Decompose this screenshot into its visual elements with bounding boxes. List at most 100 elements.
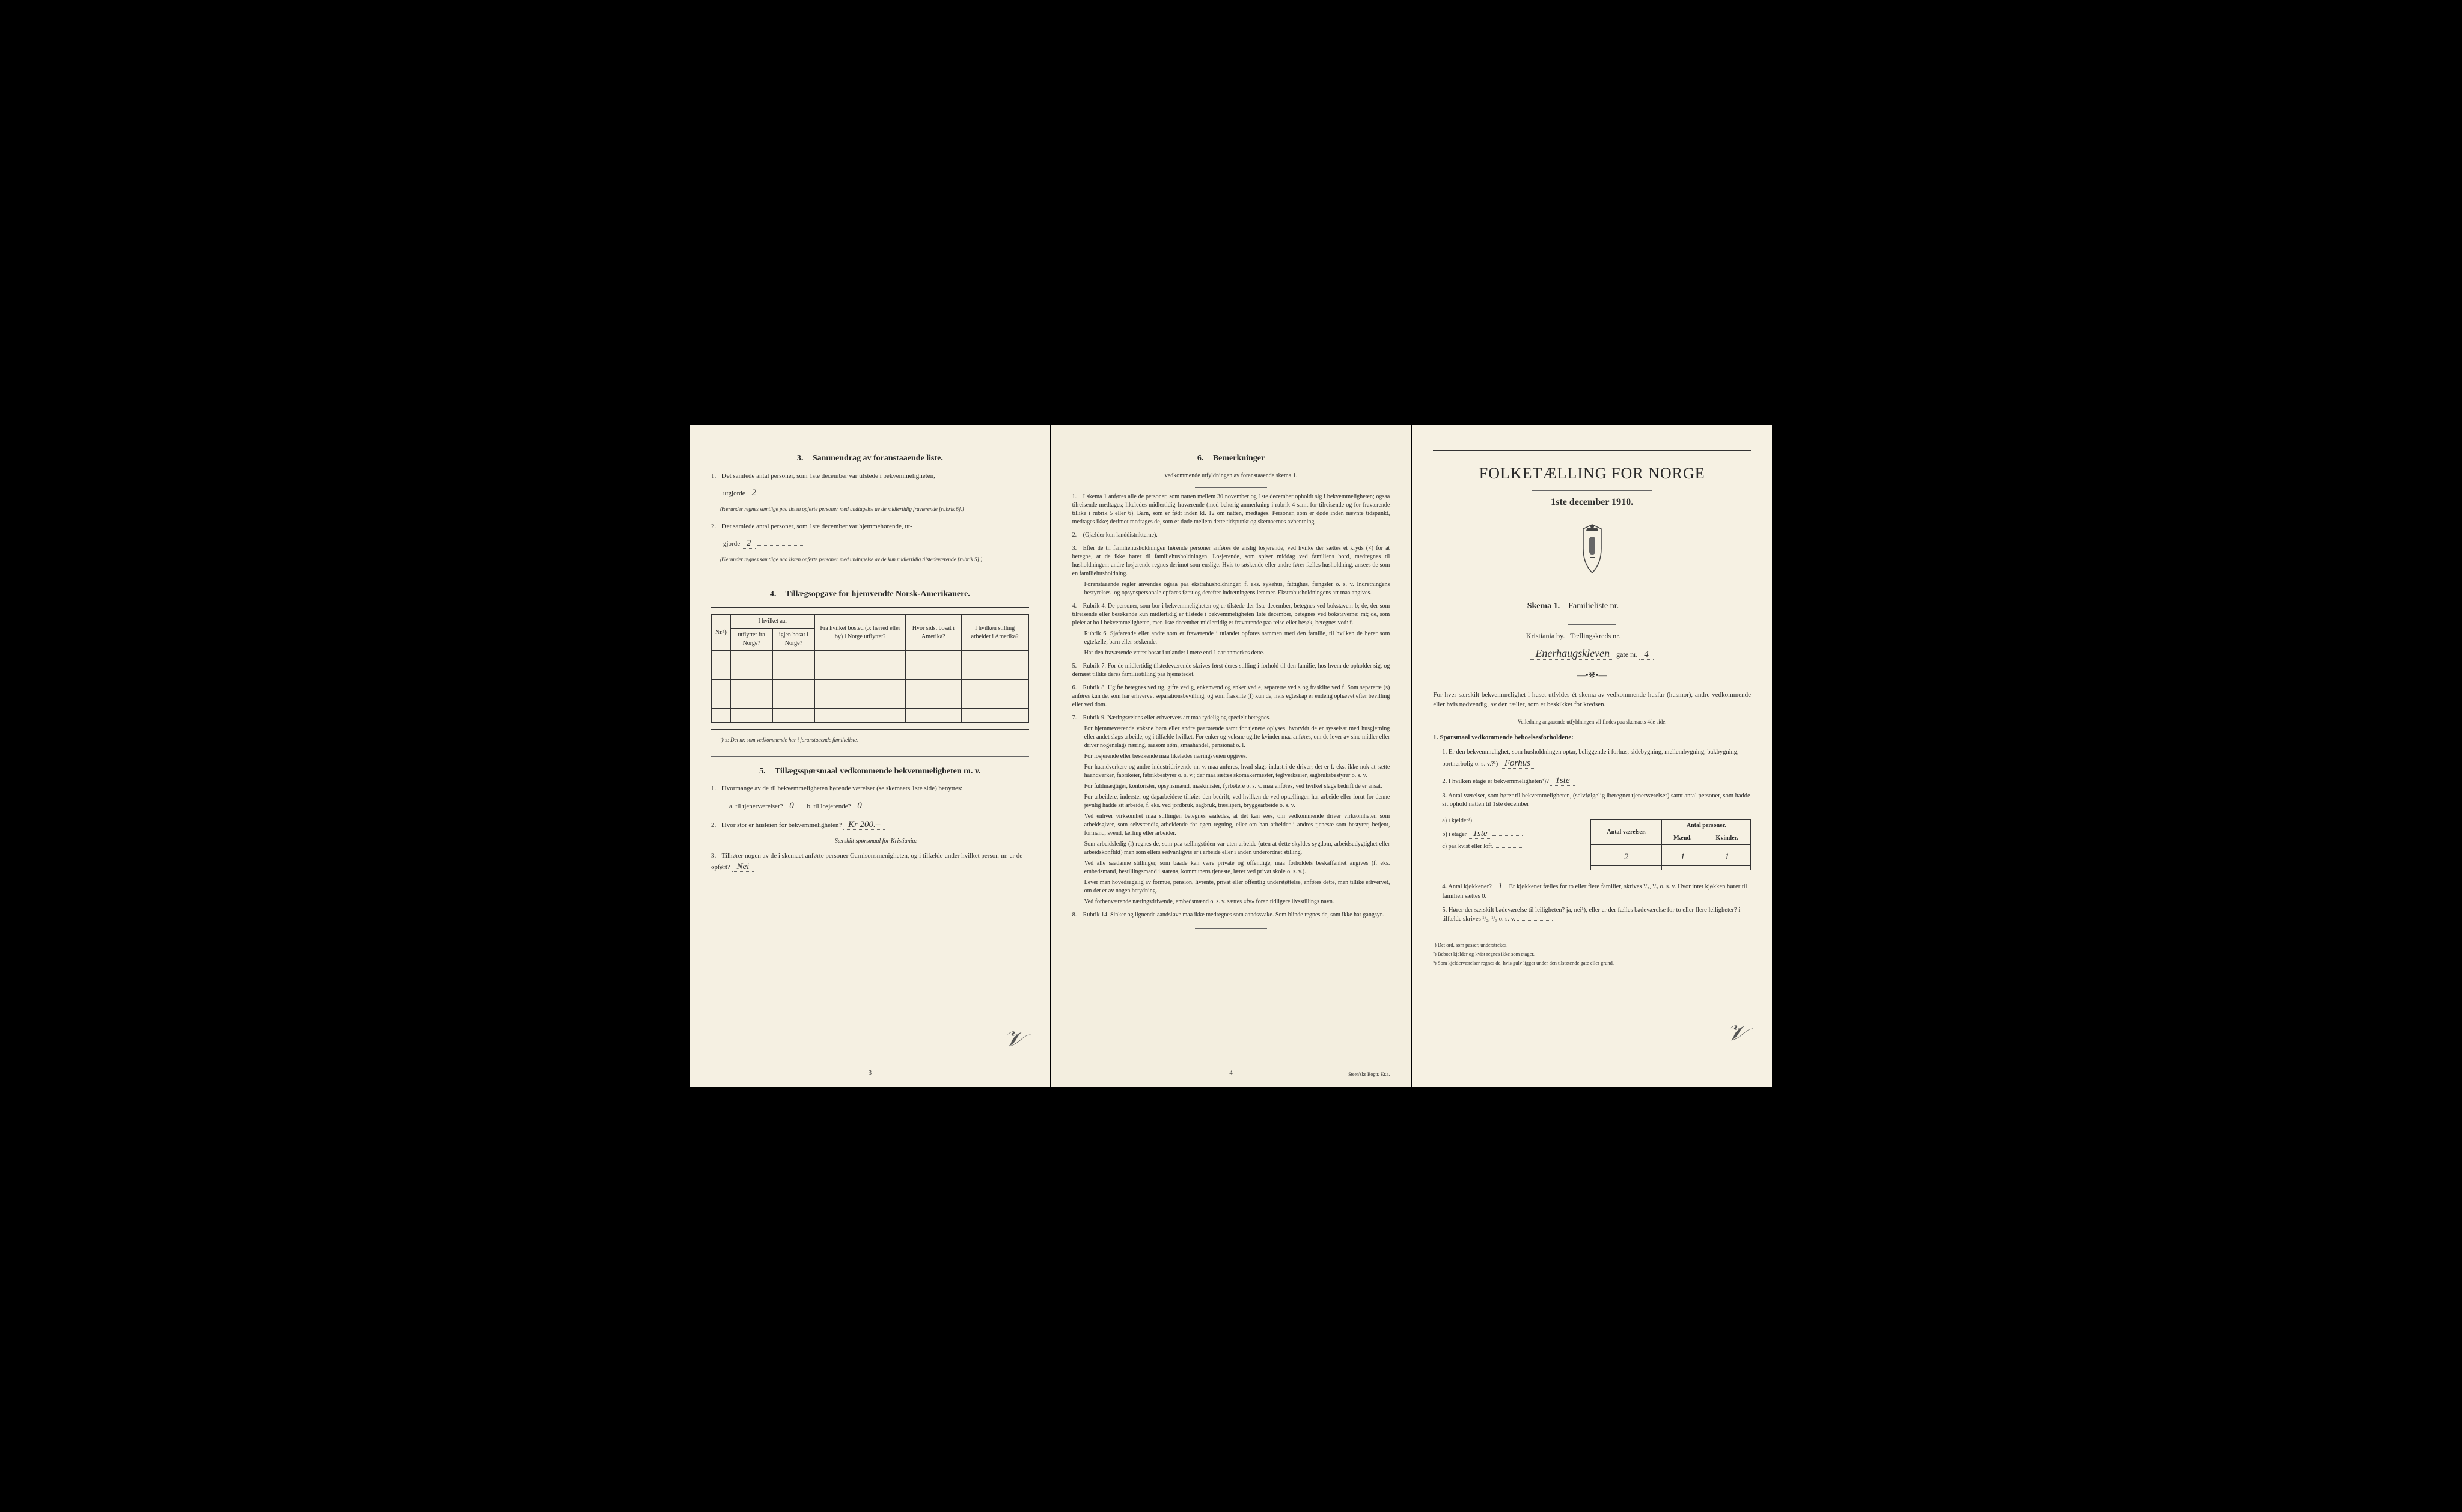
q1-5: 5. Hører der særskilt badeværelse til le… (1442, 906, 1751, 924)
q5-1b-val: 0 (852, 801, 867, 811)
gate-line: Enerhaugskleven gate nr. 4 (1433, 646, 1751, 661)
q5-3: 3. Tilhører nogen av de i skemaet anført… (711, 852, 1029, 873)
remark-item: 7.Rubrik 9. Næringsveiens eller erhverve… (1072, 714, 1390, 906)
th-amerika: Hvor sidst bosat i Amerika? (906, 615, 961, 651)
q1-1-val: Forhus (1500, 758, 1535, 769)
q5-1ab: a. til tjenerværelser? 0 b. til losjeren… (729, 800, 1029, 812)
footnote-1: ¹) Det ord, som passer, understrekes. (1433, 942, 1751, 949)
intro-text: For hver særskilt bekvemmelighet i huset… (1433, 690, 1751, 709)
item-1-value: 2 (747, 488, 761, 498)
q1-2-val: 1ste (1550, 776, 1574, 786)
q1-4-val: 1 (1494, 881, 1508, 891)
q5-1: 1. Hvormange av de til bekvemmeligheten … (711, 784, 1029, 793)
page-1-cover: FOLKETÆLLING FOR NORGE 1ste december 191… (1412, 425, 1772, 1087)
city-line: Kristiania by. Tællingskreds nr. (1433, 631, 1751, 641)
tick-mark-icon: 𝒱 (1002, 1021, 1030, 1059)
questions-section: 1. Er den bekvemmelighet, som husholdnin… (1433, 748, 1751, 924)
coat-of-arms-icon (1433, 522, 1751, 579)
q1-3: 3. Antal værelser, som hører til bekvemm… (1442, 792, 1751, 809)
q1-1: 1. Er den bekvemmelighet, som husholdnin… (1442, 748, 1751, 770)
census-document: 3. Sammendrag av foranstaaende liste. 1.… (690, 425, 1772, 1087)
remark-item: 4.Rubrik 4. De personer, som bor i bekve… (1072, 602, 1390, 657)
remark-item: 6.Rubrik 8. Ugifte betegnes ved ug, gift… (1072, 684, 1390, 709)
q5-1b: b. til losjerende? (807, 803, 851, 810)
val-vaer: 2 (1590, 849, 1662, 866)
th-aar: I hvilket aar (730, 615, 814, 629)
table-row: 2 1 1 (1590, 849, 1750, 866)
table-row (712, 651, 1029, 665)
remark-item: 8.Rubrik 14. Sinker og lignende aandsløv… (1072, 911, 1390, 919)
item-2: 2. Det samlede antal personer, som 1ste … (711, 522, 1029, 531)
printer-credit: Steen'ske Bogtr. Kr.a. (1348, 1071, 1390, 1078)
q1-5-val: ja, nei¹) (1566, 907, 1586, 913)
q1-2-text: I hvilken etage er bekvemmeligheten³)? (1449, 778, 1549, 785)
val-m: 1 (1662, 849, 1703, 866)
row-c-label: c) paa kvist eller loft (1442, 843, 1590, 851)
skema-line: Skema 1. Familieliste nr. (1433, 600, 1751, 612)
table-row (712, 709, 1029, 723)
section-4-num: 4. (770, 590, 777, 599)
item-1-note: (Herunder regnes samtlige paa listen opf… (720, 505, 1029, 513)
q1-3-text: Antal værelser, som hører til bekvemmeli… (1442, 793, 1750, 808)
section-5-num: 5. (759, 767, 766, 776)
th-maend: Mænd. (1662, 832, 1703, 845)
row-b-etage: 1ste (1468, 829, 1492, 839)
remark-item: 2.(Gjælder kun landdistrikterne). (1072, 531, 1390, 540)
tick-mark-icon: 𝒱 (1724, 1015, 1752, 1053)
remarks-list: 1.I skema 1 anføres alle de personer, so… (1072, 493, 1390, 919)
street-number: 4 (1639, 650, 1654, 660)
q1-5-text: Hører der særskilt badeværelse til leili… (1449, 907, 1565, 913)
item-2-note: (Herunder regnes samtlige paa listen opf… (720, 556, 1029, 564)
section-4-footnote: ¹) ɔ: Det nr. som vedkommende har i fora… (720, 736, 1029, 744)
item-2-cont: gjorde 2 (723, 537, 1029, 550)
q5-2-text: Hvor stor er husleien for bekvemmelighet… (722, 822, 842, 829)
q1-title: Spørsmaal vedkommende beboelsesforholden… (1440, 734, 1573, 741)
section-5-title-text: Tillægsspørsmaal vedkommende bekvemmelig… (775, 767, 981, 776)
item-1-text: Det samlede antal personer, som 1ste dec… (722, 472, 935, 480)
th-nr: Nr.¹) (712, 615, 731, 651)
row-a-text: a) i kjelder³) (1442, 817, 1472, 824)
page-4: 6. Bemerkninger vedkommende utfyldningen… (1051, 425, 1411, 1087)
th-bosat: igjen bosat i Norge? (772, 629, 815, 651)
census-date: 1ste december 1910. (1433, 496, 1751, 509)
count-table: Antal værelser. Antal personer. Mænd. Kv… (1590, 819, 1751, 870)
table-row (1590, 866, 1750, 870)
item-1: 1. Det samlede antal personer, som 1ste … (711, 472, 1029, 481)
q1-4-text: Antal kjøkkener? (1448, 883, 1492, 890)
page-3: 3. Sammendrag av foranstaaende liste. 1.… (690, 425, 1050, 1087)
street-name: Enerhaugskleven (1530, 647, 1614, 660)
page-number-4: 4 (1229, 1068, 1233, 1078)
q5-3-text: Tilhører nogen av de i skemaet anførte p… (711, 852, 1022, 871)
amerikanere-table: Nr.¹) I hvilket aar Fra hvilket bosted (… (711, 614, 1029, 723)
th-bosted: Fra hvilket bosted (ɔ: herred eller by) … (815, 615, 906, 651)
th-kvinder: Kvinder. (1703, 832, 1751, 845)
section-4-title-text: Tillægsopgave for hjemvendte Norsk-Ameri… (786, 590, 970, 599)
q1-5-blank (1517, 920, 1553, 921)
q5-2: 2. Hvor stor er husleien for bekvemmelig… (711, 818, 1029, 831)
val-k: 1 (1703, 849, 1751, 866)
q1-4: 4. Antal kjøkkener? 1 Er kjøkkenet fælle… (1442, 880, 1751, 901)
item-2-num: 2. (711, 522, 720, 531)
remark-item: 5.Rubrik 7. For de midlertidig tilstedev… (1072, 662, 1390, 679)
th-personer: Antal personer. (1662, 820, 1751, 832)
table-row (712, 665, 1029, 680)
ornament-icon: ―•❋•― (1433, 670, 1751, 682)
skema-num: Skema 1. (1527, 602, 1560, 611)
th-utflyttet: utflyttet fra Norge? (730, 629, 772, 651)
th-vaerelser: Antal værelser. (1590, 820, 1662, 845)
q1-header: 1. Spørsmaal vedkommende beboelsesforhol… (1433, 733, 1751, 742)
item-2-text: Det samlede antal personer, som 1ste dec… (722, 523, 912, 530)
q5-2-num: 2. (711, 821, 720, 830)
section-4-title: 4. Tillægsopgave for hjemvendte Norsk-Am… (711, 588, 1029, 600)
section-5-title: 5. Tillægsspørsmaal vedkommende bekvemme… (711, 766, 1029, 778)
section-6-title: 6. Bemerkninger (1072, 453, 1390, 465)
footnotes: ¹) Det ord, som passer, understrekes. ²)… (1433, 936, 1751, 967)
intro-note: Veiledning angaaende utfyldningen vil fi… (1433, 718, 1751, 726)
q5-3-num: 3. (711, 852, 720, 861)
q5-2-val: Kr 200.– (843, 820, 885, 830)
q1-1-text: Er den bekvemmelighet, som husholdningen… (1442, 749, 1738, 767)
q5-2-note: Særskilt spørsmaal for Kristiania: (723, 837, 1029, 846)
q1-num: 1. (1433, 734, 1438, 741)
row-b-label: b) i etager 1ste (1442, 828, 1590, 840)
item-2-value: 2 (742, 538, 756, 549)
